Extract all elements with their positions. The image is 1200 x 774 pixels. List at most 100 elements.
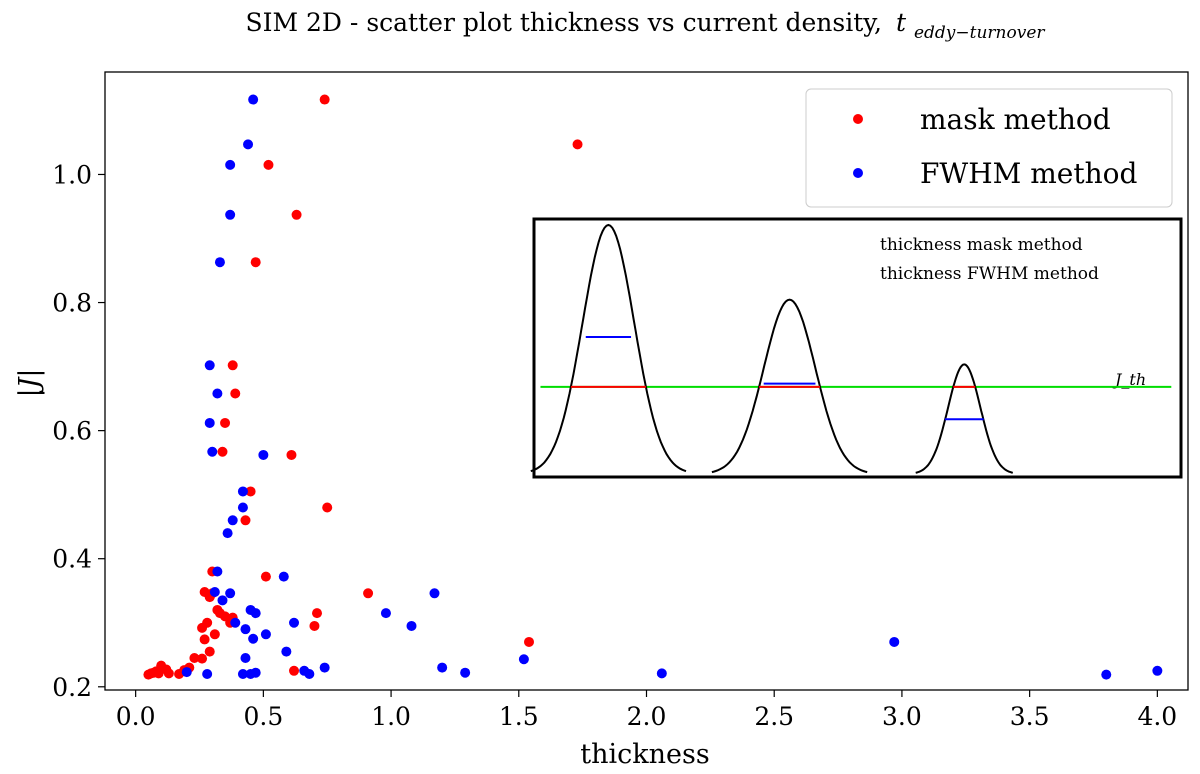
inset-peak-curve xyxy=(530,223,687,473)
chart-title-subscript: eddy−turnover xyxy=(914,23,1045,43)
data-point-mask xyxy=(209,629,220,640)
data-point-fwhm xyxy=(260,629,271,640)
data-point-fwhm xyxy=(250,608,261,619)
data-point-fwhm xyxy=(380,608,391,619)
data-point-fwhm xyxy=(1101,669,1112,680)
x-tick-label: 2.0 xyxy=(627,702,667,731)
data-point-fwhm xyxy=(1152,665,1163,676)
x-tick-label: 0.5 xyxy=(243,702,283,731)
chart-title-text: SIM 2D - scatter plot thickness vs curre… xyxy=(245,8,882,37)
data-point-fwhm xyxy=(278,571,289,582)
inset-peak-curve xyxy=(915,363,1014,474)
data-point-fwhm xyxy=(230,617,241,628)
data-point-fwhm xyxy=(225,588,236,599)
data-point-mask xyxy=(319,94,330,105)
data-point-fwhm xyxy=(281,646,292,657)
data-point-fwhm xyxy=(656,668,667,679)
inset-label-fwhm: thickness FWHM method xyxy=(880,264,1099,284)
data-point-fwhm xyxy=(240,624,251,635)
data-point-mask xyxy=(524,636,535,647)
inset-frame xyxy=(532,217,1183,479)
data-point-mask xyxy=(197,653,208,664)
y-axis-label: |J| xyxy=(14,368,45,397)
data-point-fwhm xyxy=(289,617,300,628)
data-point-mask xyxy=(322,502,333,513)
chart-title-variable: t xyxy=(896,8,907,37)
data-point-fwhm xyxy=(243,139,254,150)
y-tick-label: 1.0 xyxy=(52,160,92,189)
data-point-mask xyxy=(245,486,256,497)
data-points xyxy=(143,94,1163,680)
data-point-mask xyxy=(227,360,238,371)
y-axis-ticks: 0.2 0.4 0.6 0.8 1.0 xyxy=(52,160,105,702)
data-point-fwhm xyxy=(209,587,220,598)
data-point-fwhm xyxy=(217,595,228,606)
data-point-mask xyxy=(309,620,320,631)
legend-label-mask: mask method xyxy=(920,103,1111,136)
data-point-fwhm xyxy=(212,566,223,577)
data-point-mask xyxy=(363,588,374,599)
data-point-fwhm xyxy=(518,654,529,665)
data-point-fwhm xyxy=(204,360,215,371)
chart-title: SIM 2D - scatter plot thickness vs curre… xyxy=(245,8,1045,43)
data-point-fwhm xyxy=(248,94,259,105)
data-point-mask xyxy=(220,417,231,428)
data-point-mask xyxy=(260,571,271,582)
data-point-mask xyxy=(197,622,208,633)
data-point-mask xyxy=(263,159,274,170)
data-point-fwhm xyxy=(437,662,448,673)
x-axis-label: thickness xyxy=(580,739,709,770)
x-tick-label: 2.5 xyxy=(754,702,794,731)
data-point-fwhm xyxy=(248,633,259,644)
data-point-mask xyxy=(163,668,174,679)
data-point-fwhm xyxy=(889,636,900,647)
inset-label-threshold: J_th xyxy=(1112,370,1146,389)
data-point-fwhm xyxy=(240,652,251,663)
data-point-fwhm xyxy=(207,446,218,457)
x-tick-label: 1.0 xyxy=(371,702,411,731)
data-point-mask xyxy=(291,209,302,220)
data-point-fwhm xyxy=(212,388,223,399)
data-point-mask xyxy=(312,608,323,619)
data-point-mask xyxy=(189,652,200,663)
data-point-fwhm xyxy=(202,668,213,679)
legend: mask method FWHM method xyxy=(805,88,1173,208)
data-point-mask xyxy=(204,646,215,657)
data-point-fwhm xyxy=(460,667,471,678)
data-point-fwhm xyxy=(237,502,248,513)
data-point-mask xyxy=(250,257,261,268)
data-point-mask xyxy=(289,665,300,676)
y-tick-label: 0.8 xyxy=(52,289,92,318)
data-point-mask xyxy=(199,634,210,645)
data-point-fwhm xyxy=(304,668,315,679)
data-point-fwhm xyxy=(225,209,236,220)
x-tick-label: 3.0 xyxy=(882,702,922,731)
data-point-fwhm xyxy=(225,159,236,170)
inset-curves xyxy=(530,223,1172,474)
data-point-mask xyxy=(230,388,241,399)
y-tick-label: 0.4 xyxy=(52,545,92,574)
x-tick-label: 4.0 xyxy=(1137,702,1177,731)
inset-label-mask: thickness mask method xyxy=(880,235,1083,255)
data-point-mask xyxy=(286,449,297,460)
inset-peak-curve xyxy=(711,298,868,474)
x-tick-label: 3.5 xyxy=(1010,702,1050,731)
data-point-fwhm xyxy=(406,620,417,631)
data-point-fwhm xyxy=(227,515,238,526)
data-point-fwhm xyxy=(181,667,192,678)
x-axis-ticks: 0.0 0.5 1.0 1.5 2.0 2.5 3.0 3.5 4.0 xyxy=(116,690,1177,731)
data-point-mask xyxy=(199,587,210,598)
data-point-mask xyxy=(572,139,583,150)
inset-schematic: thickness mask method thickness FWHM met… xyxy=(530,217,1183,479)
data-point-fwhm xyxy=(429,588,440,599)
data-point-fwhm xyxy=(222,528,233,539)
y-tick-label: 0.2 xyxy=(52,673,92,702)
data-point-fwhm xyxy=(214,257,225,268)
data-point-fwhm xyxy=(319,662,330,673)
data-point-mask xyxy=(240,515,251,526)
legend-marker-fwhm xyxy=(853,168,863,178)
x-tick-label: 0.0 xyxy=(116,702,156,731)
data-point-fwhm xyxy=(250,667,261,678)
data-point-fwhm xyxy=(237,486,248,497)
